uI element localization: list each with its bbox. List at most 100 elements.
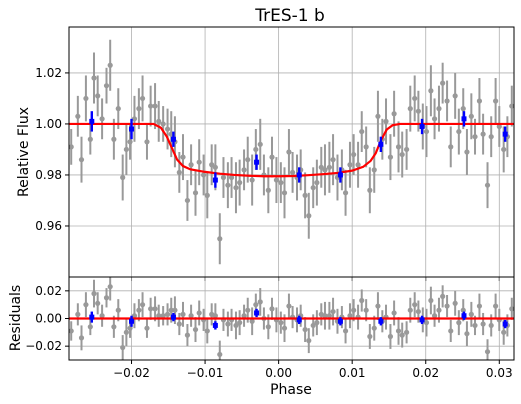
raw-marker [237, 320, 243, 326]
raw-marker [452, 300, 458, 306]
raw-data-point [233, 311, 239, 340]
raw-marker [286, 303, 292, 309]
raw-data-point [220, 157, 227, 198]
raw-marker [431, 116, 438, 122]
x-tick-label: −0.02 [113, 366, 150, 380]
raw-data-point [241, 304, 247, 327]
raw-marker [184, 332, 191, 338]
raw-data-point [192, 317, 199, 343]
raw-marker [404, 146, 410, 153]
x-tick-label: 0.03 [486, 366, 513, 380]
raw-marker [87, 136, 93, 142]
chart-title: TrES-1 b [254, 6, 325, 26]
binned-marker [378, 318, 384, 324]
binned-data-point [212, 321, 218, 330]
raw-data-point [306, 328, 312, 354]
raw-data-point [269, 297, 275, 320]
raw-data-point [367, 167, 373, 214]
raw-marker [472, 134, 478, 140]
raw-marker [148, 306, 154, 312]
binned-marker [419, 123, 425, 129]
raw-marker [78, 157, 85, 163]
raw-marker [436, 106, 442, 112]
raw-marker [156, 118, 162, 124]
binned-data-point [419, 315, 425, 325]
raw-data-point [359, 289, 365, 312]
raw-data-point [196, 139, 202, 186]
raw-data-point [192, 169, 199, 216]
raw-data-point [375, 90, 381, 142]
raw-data-point [428, 65, 434, 117]
raw-marker [176, 169, 182, 176]
raw-data-point [412, 292, 418, 318]
raw-marker [233, 322, 239, 329]
raw-marker [351, 151, 357, 158]
raw-data-point [148, 85, 154, 127]
binned-data-point [461, 311, 467, 320]
raw-data-point [217, 340, 223, 360]
lightcurve-plot-area [69, 39, 514, 265]
raw-marker [123, 329, 129, 335]
raw-data-point [509, 85, 514, 127]
binned-marker [337, 172, 343, 178]
lightcurve-model-line [69, 122, 514, 178]
raw-marker [330, 157, 336, 163]
raw-data-point [237, 159, 243, 206]
raw-marker [257, 299, 263, 305]
raw-marker [407, 106, 413, 112]
raw-marker [253, 146, 259, 153]
raw-marker [480, 131, 486, 137]
raw-marker [391, 111, 397, 117]
raw-marker [273, 177, 280, 183]
raw-marker [107, 284, 113, 290]
raw-marker [387, 333, 394, 340]
raw-marker [468, 311, 474, 317]
raw-marker [342, 190, 349, 196]
binned-marker [254, 159, 260, 165]
raw-data-point [351, 134, 357, 175]
binned-data-point [419, 118, 425, 135]
raw-marker [375, 303, 381, 309]
raw-marker [152, 103, 158, 109]
raw-marker [347, 162, 353, 168]
raw-marker [371, 325, 377, 331]
raw-marker [184, 197, 191, 204]
y-tick-label: 0.98 [35, 168, 62, 182]
raw-data-point [456, 310, 462, 336]
raw-marker [431, 313, 438, 319]
raw-marker [476, 303, 483, 309]
binned-marker [170, 314, 176, 320]
raw-marker [448, 144, 454, 150]
raw-marker [326, 164, 332, 170]
raw-data-point [448, 126, 454, 168]
raw-data-point [330, 297, 336, 326]
raw-data-point [452, 72, 458, 119]
raw-marker [269, 154, 275, 160]
raw-data-point [306, 192, 312, 239]
raw-marker [204, 192, 210, 198]
raw-data-point [144, 318, 150, 338]
raw-marker [152, 306, 158, 312]
raw-marker [95, 93, 101, 99]
raw-data-point [355, 304, 361, 330]
raw-marker [395, 144, 402, 150]
raw-data-point [431, 98, 438, 140]
raw-data-point [201, 154, 207, 196]
raw-marker [269, 306, 275, 312]
raw-data-point [87, 123, 93, 155]
raw-data-point [290, 306, 296, 329]
raw-data-point [383, 304, 389, 330]
raw-marker [281, 325, 288, 331]
raw-marker [342, 328, 349, 334]
raw-marker [192, 326, 199, 333]
raw-marker [302, 326, 308, 333]
binned-marker [212, 177, 218, 183]
raw-data-point [257, 118, 263, 170]
raw-marker [228, 174, 235, 181]
raw-data-point [103, 67, 110, 104]
raw-marker [375, 113, 381, 119]
raw-data-point [152, 296, 158, 322]
raw-data-point [241, 149, 247, 191]
raw-data-point [509, 297, 514, 320]
raw-data-point [391, 90, 397, 137]
